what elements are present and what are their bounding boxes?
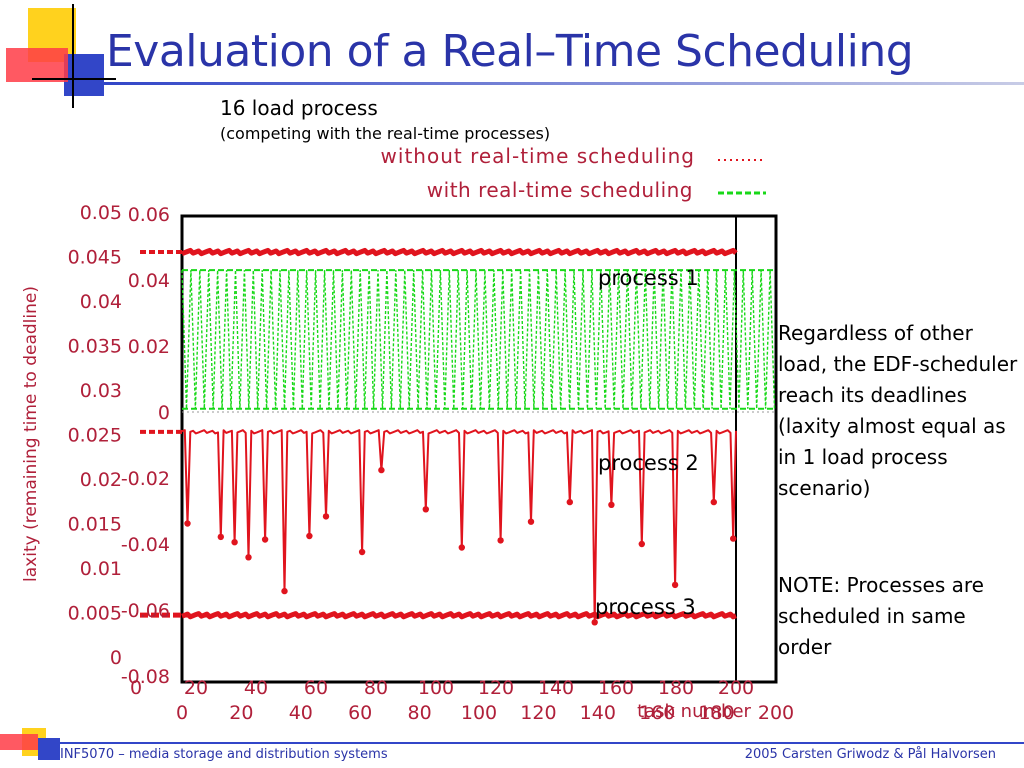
data-point [281, 587, 288, 595]
x-tick-label-inner: 140 [580, 702, 616, 724]
processes-note: NOTE: Processes are scheduled in same or… [778, 573, 984, 659]
side-note: Regardless of other load, the EDF-schedu… [778, 321, 1018, 500]
x-tick-label-outer: 60 [304, 677, 328, 699]
series-line-without-rt [181, 270, 776, 409]
data-point [217, 533, 224, 541]
y-tick-label-outer: 0.02 [128, 336, 170, 358]
data-point [638, 540, 645, 548]
data-point [306, 532, 313, 540]
x-tick-label-outer: 120 [478, 677, 514, 699]
decoration-vertical-line [72, 4, 74, 108]
slide-title: Evaluation of a Real–Time Scheduling [106, 26, 914, 77]
annotation-process-3: process 3 [595, 595, 696, 619]
x-tick-label-inner: 20 [229, 702, 253, 724]
data-point [231, 539, 238, 546]
decoration-rule [104, 82, 1024, 85]
footer-blue-block [38, 738, 60, 760]
x-tick-label-outer: 100 [418, 677, 454, 699]
series-line-process-3 [181, 611, 737, 620]
y-tick-label-inner: 0.005 [68, 603, 122, 625]
x-tick-label-inner: 100 [461, 702, 497, 724]
data-point [458, 544, 465, 551]
annotation-process-2: process 2 [598, 451, 699, 475]
subtitle: 16 load process [220, 96, 378, 120]
y-tick-label-outer: 0.06 [128, 204, 170, 226]
x-tick-label-outer: 160 [598, 677, 634, 699]
x-tick-label-inner: 0 [176, 702, 188, 724]
data-point [710, 498, 717, 506]
annotation-process-1: process 1 [598, 266, 699, 290]
y-tick-label-inner: 0.025 [68, 425, 122, 447]
x-tick-label-inner: 80 [408, 702, 432, 724]
x-tick-label-inner: 120 [520, 702, 556, 724]
y-tick-label-outer: -0.08 [121, 666, 170, 688]
y-tick-label-inner: 0.02 [80, 469, 122, 491]
legend-without-rt: without real-time scheduling [381, 144, 695, 168]
x-tick-label-outer: 180 [658, 677, 694, 699]
y-axis-label: laxity (remaining time to deadline) [21, 286, 41, 582]
subtitle-block: 16 load process (competing with the real… [220, 96, 550, 143]
axis-tick-labels: 0 0.005 0.01 0.015 0.02 0.025 0.03 0.035 0.04 0.0… [68, 202, 795, 724]
y-tick-label-outer: -0.04 [121, 534, 170, 556]
y-tick-label-inner: 0.015 [68, 514, 122, 536]
legend-with-rt: with real-time scheduling [427, 178, 693, 202]
y-tick-label-inner: 0.045 [68, 247, 122, 269]
x-tick-label-inner: 160 [639, 702, 675, 724]
y-tick-label-outer: -0.06 [121, 600, 170, 622]
y-tick-label-inner: 0 [110, 647, 122, 669]
x-tick-label-outer: 140 [538, 677, 574, 699]
subtitle-note: (competing with the real-time processes) [220, 124, 551, 143]
data-point [422, 506, 429, 513]
y-tick-label-outer: 0.04 [128, 270, 170, 292]
footer-rule [56, 742, 1024, 744]
data-point [671, 581, 679, 589]
x-tick-label-inner: 180 [698, 702, 734, 724]
x-axis-label: task number [637, 701, 751, 722]
y-tick-label-inner: 0.05 [80, 202, 122, 224]
footer-authors: 2005 Carsten Griwodz & Pål Halvorsen [744, 747, 996, 762]
series-line-process-1 [181, 247, 738, 257]
x-tick-label-outer: 20 [184, 677, 208, 699]
x-tick-label-inner: 40 [289, 702, 313, 724]
x-tick-label-outer: 80 [364, 677, 388, 699]
x-tick-label-outer: 200 [718, 677, 754, 699]
data-point [245, 554, 252, 561]
data-point [608, 501, 615, 508]
data-point [261, 536, 269, 543]
x-tick-label-outer: 40 [244, 677, 268, 699]
y-tick-label-outer: 0 [158, 402, 170, 424]
data-point [591, 619, 598, 626]
decoration-blue-square [64, 54, 104, 96]
data-point [566, 498, 573, 506]
data-point [322, 513, 330, 520]
x-tick-label-inner: 200 [758, 702, 794, 724]
data-point [358, 548, 366, 556]
y-tick-label-inner: 0.04 [80, 291, 122, 313]
data-point [527, 518, 535, 525]
y-tick-label-inner: 0.035 [68, 336, 122, 358]
footer-red-bar [0, 734, 38, 750]
series-line-process-2 [181, 429, 737, 624]
data-point [378, 466, 385, 474]
y-tick-label-inner: 0.03 [80, 380, 122, 402]
data-point [730, 535, 737, 542]
y-tick-label-outer: -0.02 [121, 468, 170, 490]
data-point [497, 537, 504, 544]
x-tick-label-inner: 60 [348, 702, 372, 724]
with-rt-series [140, 247, 738, 626]
decoration-horizontal-line [32, 78, 116, 80]
plot-frame [180, 214, 778, 684]
decoration-red-bar [6, 48, 68, 82]
y-tick-label-inner: 0.01 [80, 558, 122, 580]
x-tick-label-outer: 0 [130, 677, 142, 699]
data-point [184, 520, 191, 527]
footer-course: INF5070 – media storage and distribution… [60, 747, 388, 762]
without-rt-series [181, 269, 776, 410]
